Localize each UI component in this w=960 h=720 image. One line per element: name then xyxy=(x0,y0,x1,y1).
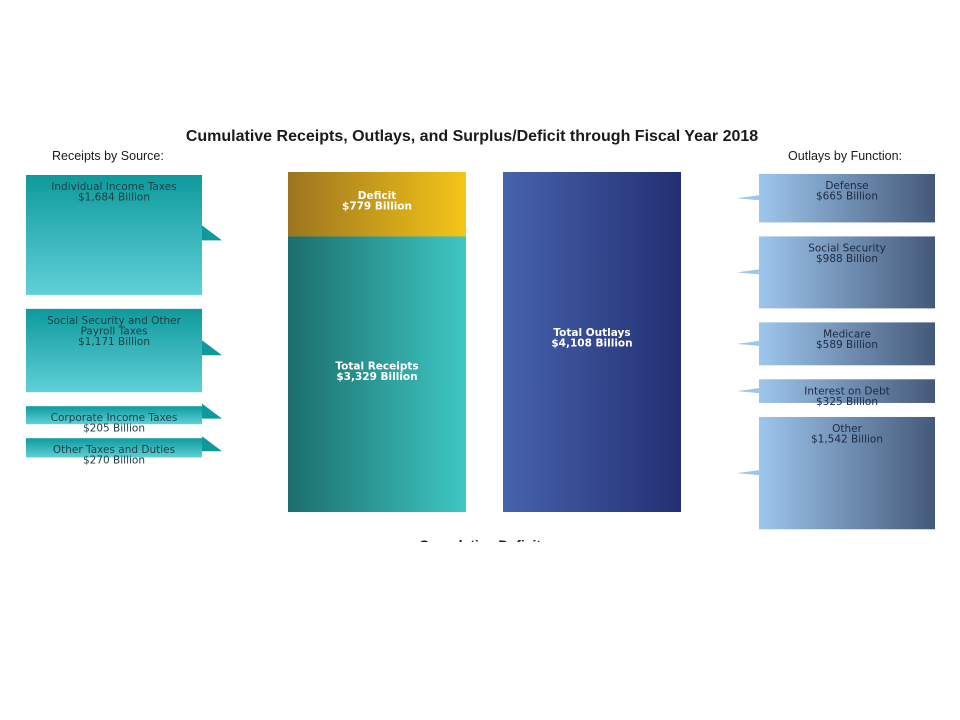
receipt-label: Other Taxes and Duties $270 Billion xyxy=(53,444,175,467)
outlay-label-line: $1,542 Billion xyxy=(811,433,883,445)
outlay-callout-pointer xyxy=(737,195,759,201)
receipt-callout-pointer xyxy=(202,340,222,356)
receipt-callout-pointer xyxy=(202,403,222,419)
receipt-label: Individual Income Taxes $1,684 Billion xyxy=(51,181,176,204)
receipt-callout xyxy=(26,308,202,393)
total-outlays-label: Total Outlays $4,108 Billion xyxy=(551,327,632,350)
outlay-label-line: $325 Billion xyxy=(816,396,878,408)
total-receipts-label: Total Receipts $3,329 Billion xyxy=(335,360,418,383)
outlay-label: Interest on Debt $325 Billion xyxy=(804,385,890,408)
outlay-label-line: $988 Billion xyxy=(816,253,878,265)
deficit-bar xyxy=(288,172,466,237)
outlay-callout-pointer xyxy=(737,269,759,275)
receipt-label-line: $205 Billion xyxy=(83,423,145,435)
outlay-label-line: $665 Billion xyxy=(816,191,878,203)
outlays-heading: Outlays by Function: xyxy=(788,149,902,163)
total-receipts-label-line: $3,329 Billion xyxy=(336,371,417,383)
outlay-label-line: Social Security xyxy=(808,242,886,254)
receipt-callout xyxy=(26,175,202,295)
outlay-label-line: $589 Billion xyxy=(816,339,878,351)
receipt-label: Social Security and Other Payroll Taxes $1… xyxy=(47,315,182,348)
receipt-callout xyxy=(26,438,202,458)
outlay-callout xyxy=(759,416,935,530)
total-outlays-bar xyxy=(503,172,681,512)
outlay-label-line: Medicare xyxy=(823,328,871,340)
receipt-label-line: $1,684 Billion xyxy=(78,192,150,204)
outlay-label: Medicare $589 Billion xyxy=(816,328,878,351)
outlay-callout xyxy=(759,174,935,223)
outlay-label-line: Other xyxy=(832,423,862,435)
outlay-callout xyxy=(759,322,935,366)
outlay-label-line: Defense xyxy=(825,180,868,192)
outlay-callout xyxy=(759,379,935,403)
outlay-label-line: Interest on Debt xyxy=(804,385,890,397)
receipt-label-line: Corporate Income Taxes xyxy=(51,412,178,424)
receipt-callout xyxy=(26,406,202,425)
total-outlays-label-line: $4,108 Billion xyxy=(551,338,632,350)
receipt-callout-pointer xyxy=(202,225,222,241)
outlay-callout-pointer xyxy=(737,340,759,346)
receipt-label-line: $1,171 Billion xyxy=(78,336,150,348)
receipt-label-line: Individual Income Taxes xyxy=(51,181,176,193)
receipts-heading: Receipts by Source: xyxy=(52,149,164,163)
receipt-label: Corporate Income Taxes $205 Billion xyxy=(51,412,178,435)
outlay-label: Defense $665 Billion xyxy=(816,180,878,203)
total-receipts-label-line: Total Receipts xyxy=(335,360,418,372)
receipt-label-line: Payroll Taxes xyxy=(80,325,147,337)
outlay-callout-pointer xyxy=(737,388,759,394)
footer-label: Cumulative Deficit xyxy=(419,537,541,553)
outlay-callout xyxy=(759,236,935,309)
outlay-label: Social Security $988 Billion xyxy=(808,242,886,264)
deficit-label-line: Deficit xyxy=(358,190,396,202)
outlay-label: Other $1,542 Billion xyxy=(811,423,883,446)
deficit-label-line: $779 Billion xyxy=(342,201,412,213)
receipt-label-line: $270 Billion xyxy=(83,455,145,467)
chart-title: Cumulative Receipts, Outlays, and Surplu… xyxy=(186,128,758,145)
receipt-label-line: Social Security and Other xyxy=(47,315,182,327)
total-receipts-bar xyxy=(288,236,466,513)
receipt-callout-pointer xyxy=(202,436,222,452)
receipt-label-line: Other Taxes and Duties xyxy=(53,444,175,456)
deficit-label: Deficit $779 Billion xyxy=(342,190,412,213)
outlay-callout-pointer xyxy=(737,470,759,476)
total-outlays-label-line: Total Outlays xyxy=(553,327,630,339)
